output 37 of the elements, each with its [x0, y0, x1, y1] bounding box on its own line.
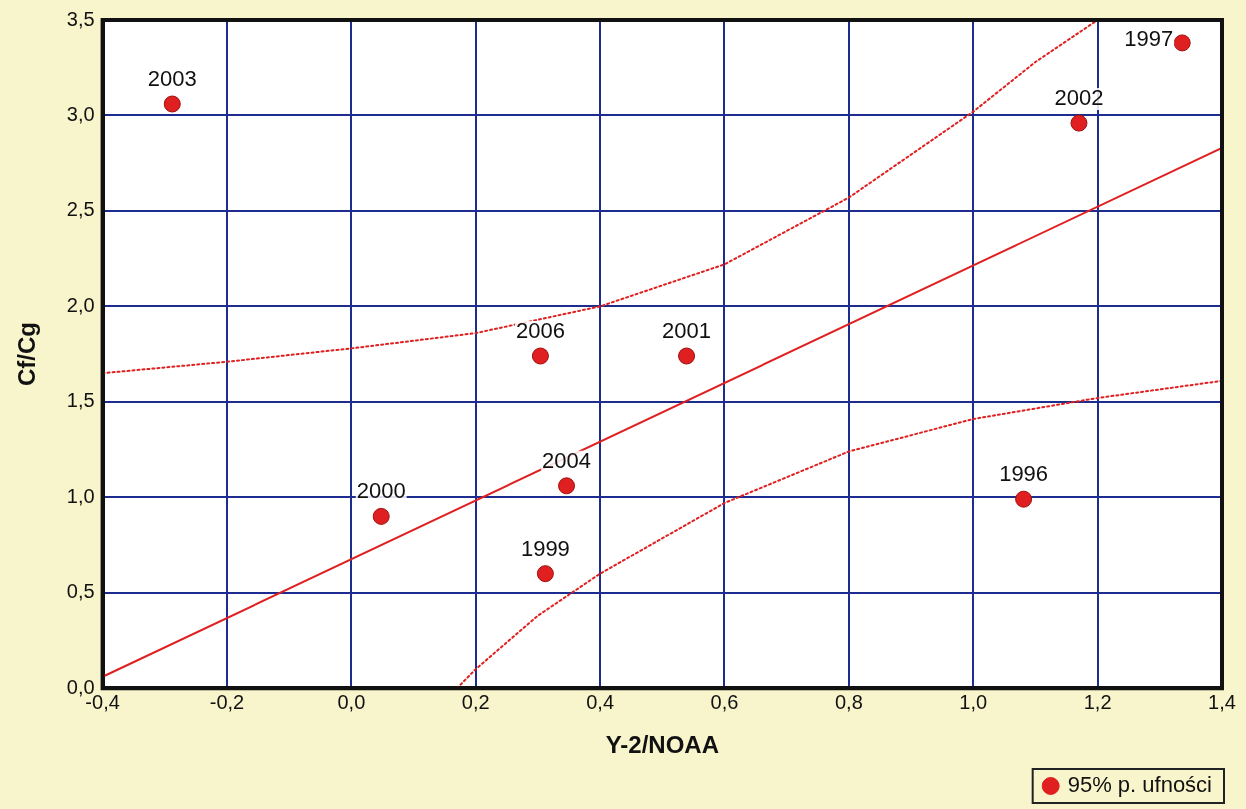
y-tick-label: 2,5: [66, 198, 95, 221]
y-tick-label: 0,5: [66, 580, 95, 603]
point: [1070, 114, 1088, 132]
point: [372, 507, 390, 525]
annotation: 2004: [542, 447, 592, 473]
y-tick-label: 3,0: [66, 102, 95, 125]
point: [163, 95, 181, 113]
y-tick-label: 1,5: [66, 389, 95, 412]
point: [1015, 490, 1033, 508]
y-tick-label: 2,0: [66, 293, 95, 316]
annotation: 2002: [1054, 85, 1104, 111]
legend-label: 95% p. ufności: [1067, 772, 1212, 798]
y-axis-title: Cf/Cg: [13, 322, 41, 387]
x-tick-label: 0,6: [710, 690, 739, 713]
x-tick-label: 1,0: [959, 690, 988, 713]
x-tick-label: -0,2: [209, 690, 245, 713]
annotation: 1999: [520, 535, 570, 561]
point: [1173, 34, 1191, 52]
annotation: 2003: [147, 66, 197, 92]
x-tick-label: 1,4: [1208, 690, 1236, 713]
x-axis-title: Y-2/NOAA: [605, 731, 719, 759]
annotation: 2001: [662, 318, 712, 344]
point: [536, 565, 554, 583]
point: [531, 347, 549, 365]
annotation: 2006: [515, 318, 565, 344]
annotation: 1996: [999, 461, 1049, 487]
point: [678, 347, 696, 365]
x-tick-label: 1,2: [1083, 690, 1112, 713]
y-tick-label: 3,5: [66, 7, 95, 30]
x-tick-label: 0,8: [834, 690, 863, 713]
x-tick-label: 0,0: [337, 690, 366, 713]
x-tick-label: 0,2: [461, 690, 490, 713]
annotation: 2000: [356, 478, 406, 504]
x-tick-label: 0,4: [586, 690, 615, 713]
point: [558, 477, 576, 495]
annotation: 1997: [1124, 25, 1174, 51]
y-tick-label: 1,0: [66, 484, 95, 507]
